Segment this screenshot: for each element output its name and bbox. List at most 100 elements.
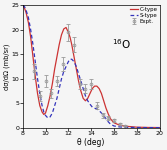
S-type [23,6,25,7]
S-type [105,118,107,120]
X-axis label: θ (deg): θ (deg) [77,138,105,147]
S-type [80,80,82,82]
S-type [85,95,87,97]
C-type [100,93,102,94]
S-type [75,66,77,68]
C-type [98,88,100,89]
Y-axis label: dσ/dΩ (mb/sr): dσ/dΩ (mb/sr) [4,43,10,90]
S-type [110,123,112,125]
S-type [153,127,155,129]
S-type [49,116,51,118]
C-type [22,4,24,6]
C-type [51,83,53,85]
S-type [89,103,91,105]
S-type [65,66,67,68]
C-type [25,12,27,14]
C-type [159,127,161,128]
S-type [78,73,80,75]
S-type [98,110,100,111]
S-type [100,112,102,114]
Line: S-type: S-type [23,5,160,128]
C-type [136,126,138,128]
C-type [37,93,39,94]
S-type [103,115,105,116]
C-type [96,85,98,87]
C-type [30,36,32,38]
C-type [45,112,47,114]
S-type [136,127,138,128]
C-type [71,44,73,45]
S-type [60,78,62,80]
C-type [27,22,29,24]
S-type [27,17,29,19]
C-type [103,100,105,102]
S-type [47,117,49,119]
S-type [25,9,27,11]
S-type [130,126,132,128]
S-type [69,58,71,60]
S-type [141,127,143,128]
S-type [22,4,24,6]
S-type [113,125,115,127]
S-type [67,61,69,63]
C-type [34,75,36,77]
S-type [41,105,43,106]
C-type [113,122,115,124]
S-type [107,121,109,123]
S-type [82,88,84,89]
C-type [119,124,121,126]
C-type [147,127,149,128]
C-type [94,85,96,87]
C-type [80,90,82,92]
C-type [67,32,69,33]
C-type [91,88,93,89]
S-type [96,108,98,110]
S-type [32,44,34,45]
C-type [85,100,87,102]
S-type [124,126,126,128]
S-type [30,29,32,31]
C-type [47,105,49,106]
S-type [58,88,60,89]
C-type [105,107,107,109]
S-type [119,126,121,128]
C-type [56,56,58,58]
C-type [89,93,91,94]
Line: C-type: C-type [23,5,160,128]
C-type [69,36,71,38]
C-type [124,125,126,127]
Text: $^{16}$O: $^{16}$O [112,38,131,51]
C-type [58,44,60,45]
S-type [56,98,58,99]
C-type [39,105,41,106]
S-type [45,115,47,116]
C-type [32,56,34,58]
S-type [43,111,45,113]
C-type [110,118,112,120]
C-type [54,68,56,70]
S-type [54,105,56,106]
S-type [71,58,73,60]
S-type [147,127,149,129]
C-type [107,113,109,115]
S-type [159,127,161,129]
C-type [130,126,132,128]
S-type [51,112,53,114]
C-type [43,114,45,115]
C-type [60,34,62,36]
C-type [87,98,89,99]
C-type [82,98,84,99]
S-type [94,107,96,109]
C-type [73,56,75,58]
S-type [34,61,36,63]
S-type [91,106,93,108]
S-type [73,61,75,63]
C-type [23,7,25,9]
C-type [141,126,143,128]
S-type [39,93,41,94]
Legend: C-type, S-type, Expt.: C-type, S-type, Expt. [129,7,158,24]
C-type [65,27,67,28]
C-type [63,28,65,30]
S-type [63,70,65,72]
C-type [41,111,43,113]
